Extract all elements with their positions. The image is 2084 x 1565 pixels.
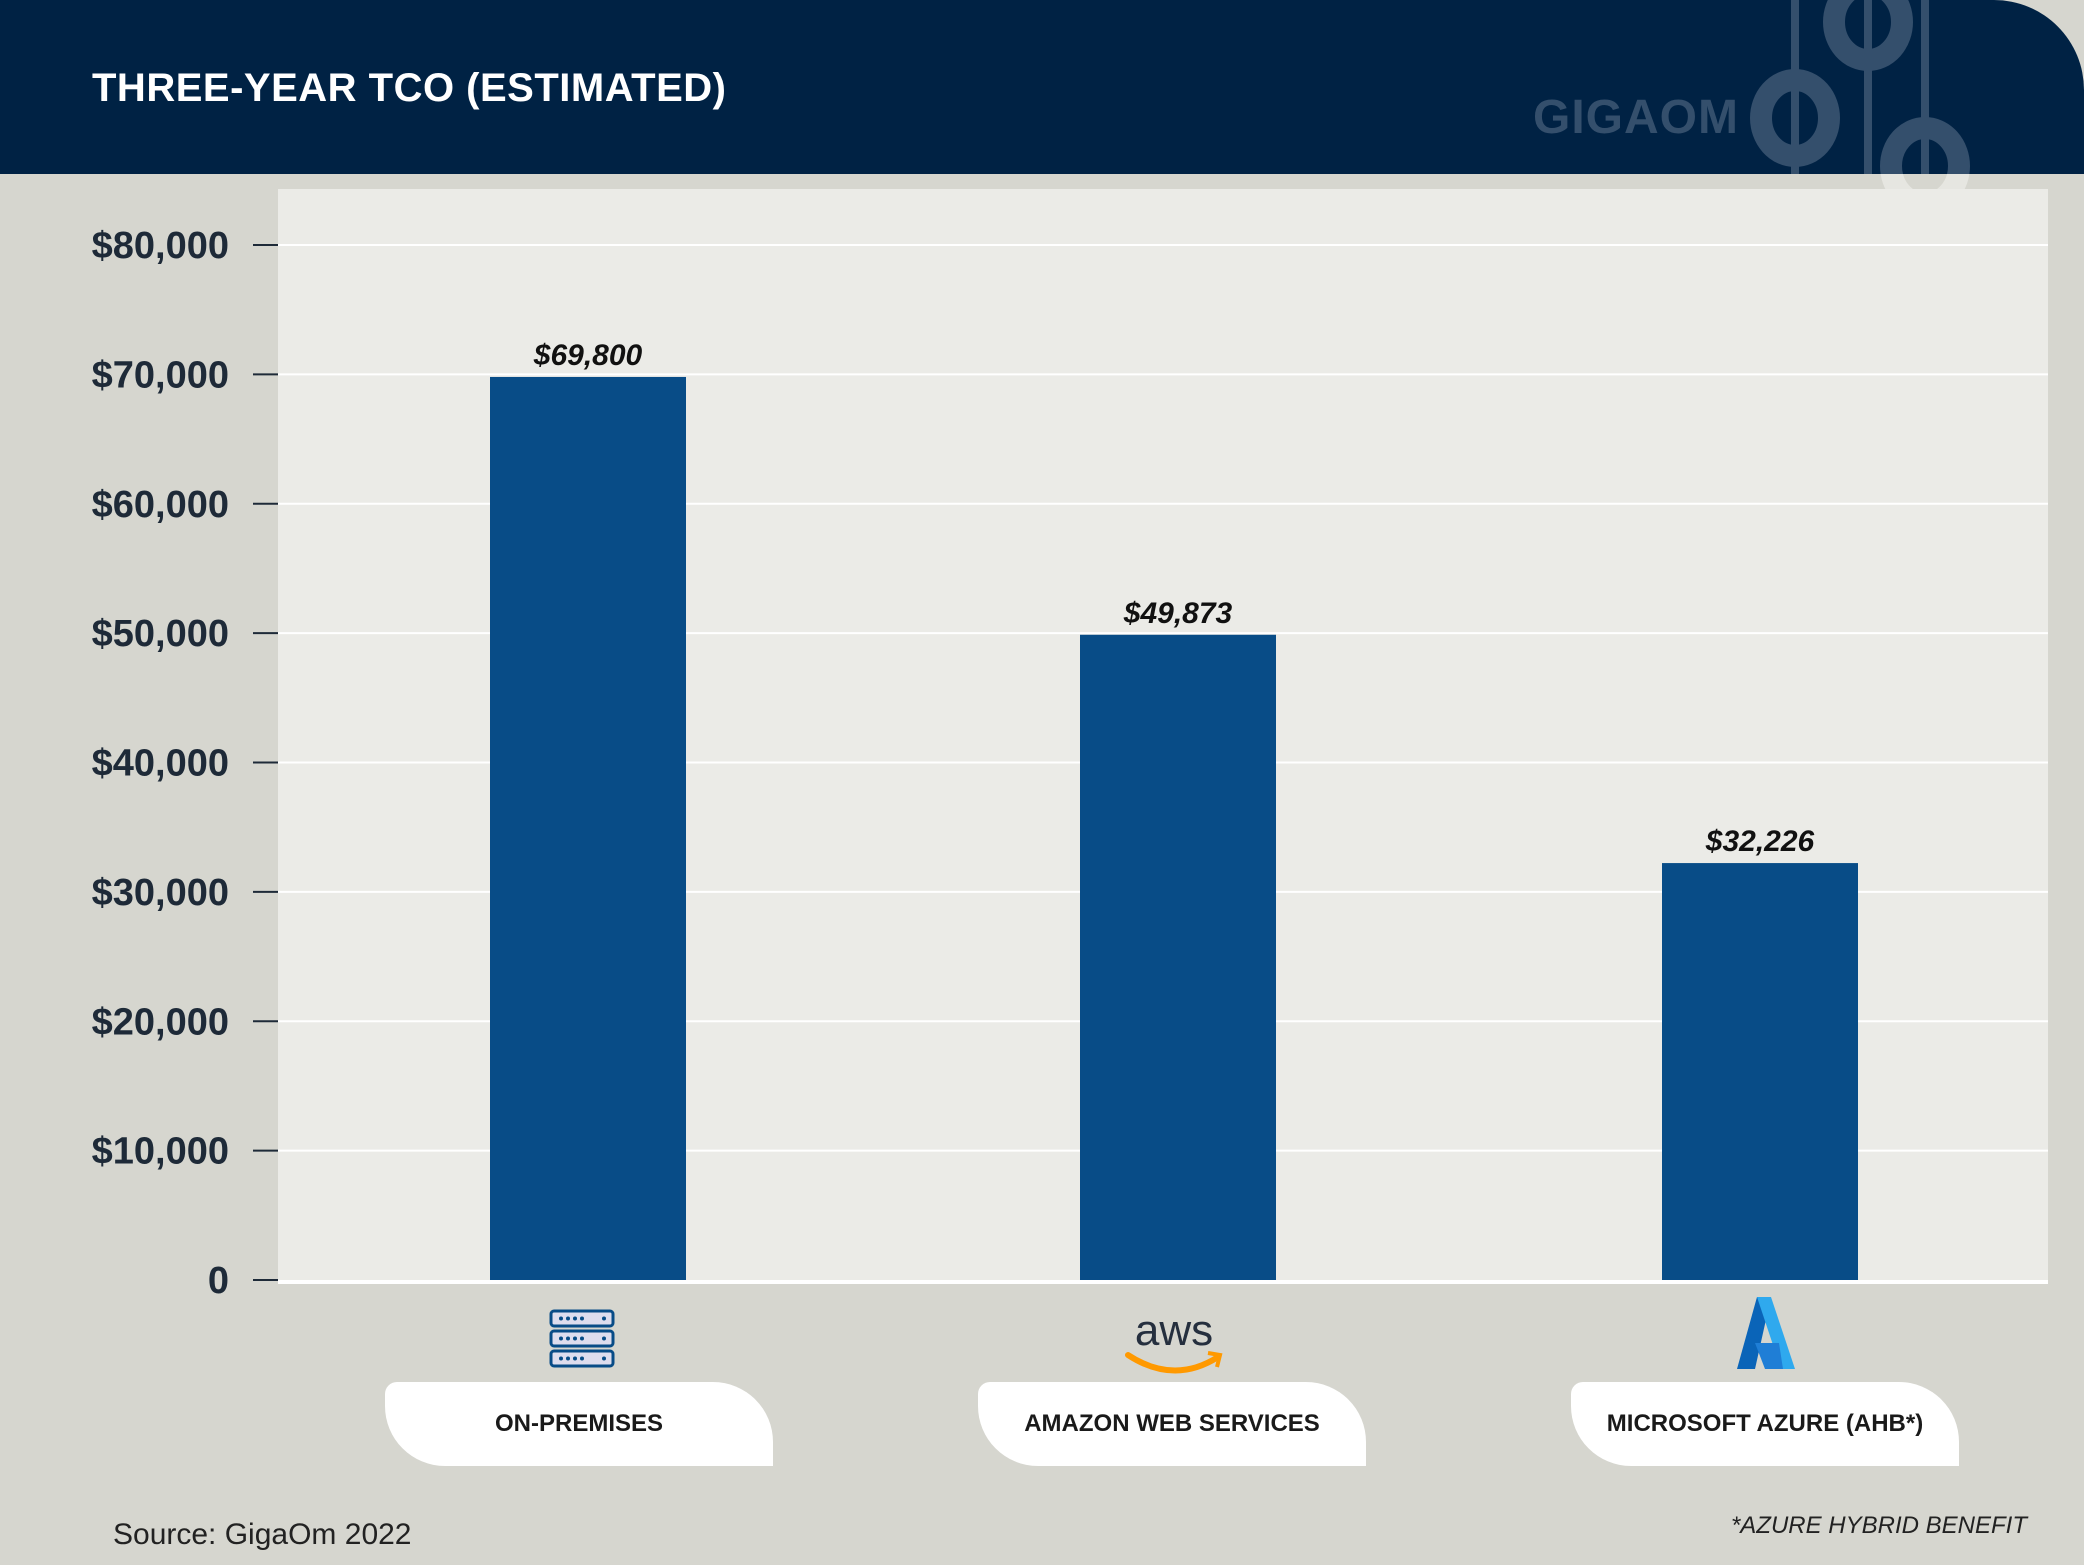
aws-logo-icon: aws [1122,1305,1226,1380]
y-tick-label: $30,000 [92,872,229,914]
server-rack-icon [549,1309,615,1374]
gigaom-logo: GIGAOM [1533,91,1739,144]
y-tick-label: 0 [208,1260,229,1302]
category-label-on-premises: ON-PREMISES [385,1382,773,1466]
bar-value-label: $69,800 [533,339,643,372]
bar [490,376,686,1280]
source-note: Source: GigaOm 2022 [113,1518,412,1551]
category-label-azure: MICROSOFT AZURE (AHB*) [1571,1382,1959,1466]
footnote: *AZURE HYBRID BENEFIT [1730,1512,2027,1539]
y-tick-label: $20,000 [92,1001,229,1043]
header-banner: THREE-YEAR TCO (ESTIMATED) GIGAOM [0,0,2084,174]
bar [1662,863,1858,1280]
bar-value-label: $49,873 [1123,597,1233,630]
y-tick-label: $40,000 [92,743,229,785]
svg-text:aws: aws [1135,1306,1213,1355]
y-tick-label: $60,000 [92,484,229,526]
chart-title: THREE-YEAR TCO (ESTIMATED) [92,66,727,110]
y-tick-label: $70,000 [92,354,229,396]
y-tick-label: $50,000 [92,613,229,655]
category-label-aws: AMAZON WEB SERVICES [978,1382,1366,1466]
bar [1080,634,1276,1280]
y-tick-label: $80,000 [92,225,229,267]
gigaom-logo-icon [1750,0,1970,174]
y-tick-label: $10,000 [92,1131,229,1173]
bar-value-label: $32,226 [1705,825,1815,858]
azure-logo-icon [1727,1295,1807,1376]
